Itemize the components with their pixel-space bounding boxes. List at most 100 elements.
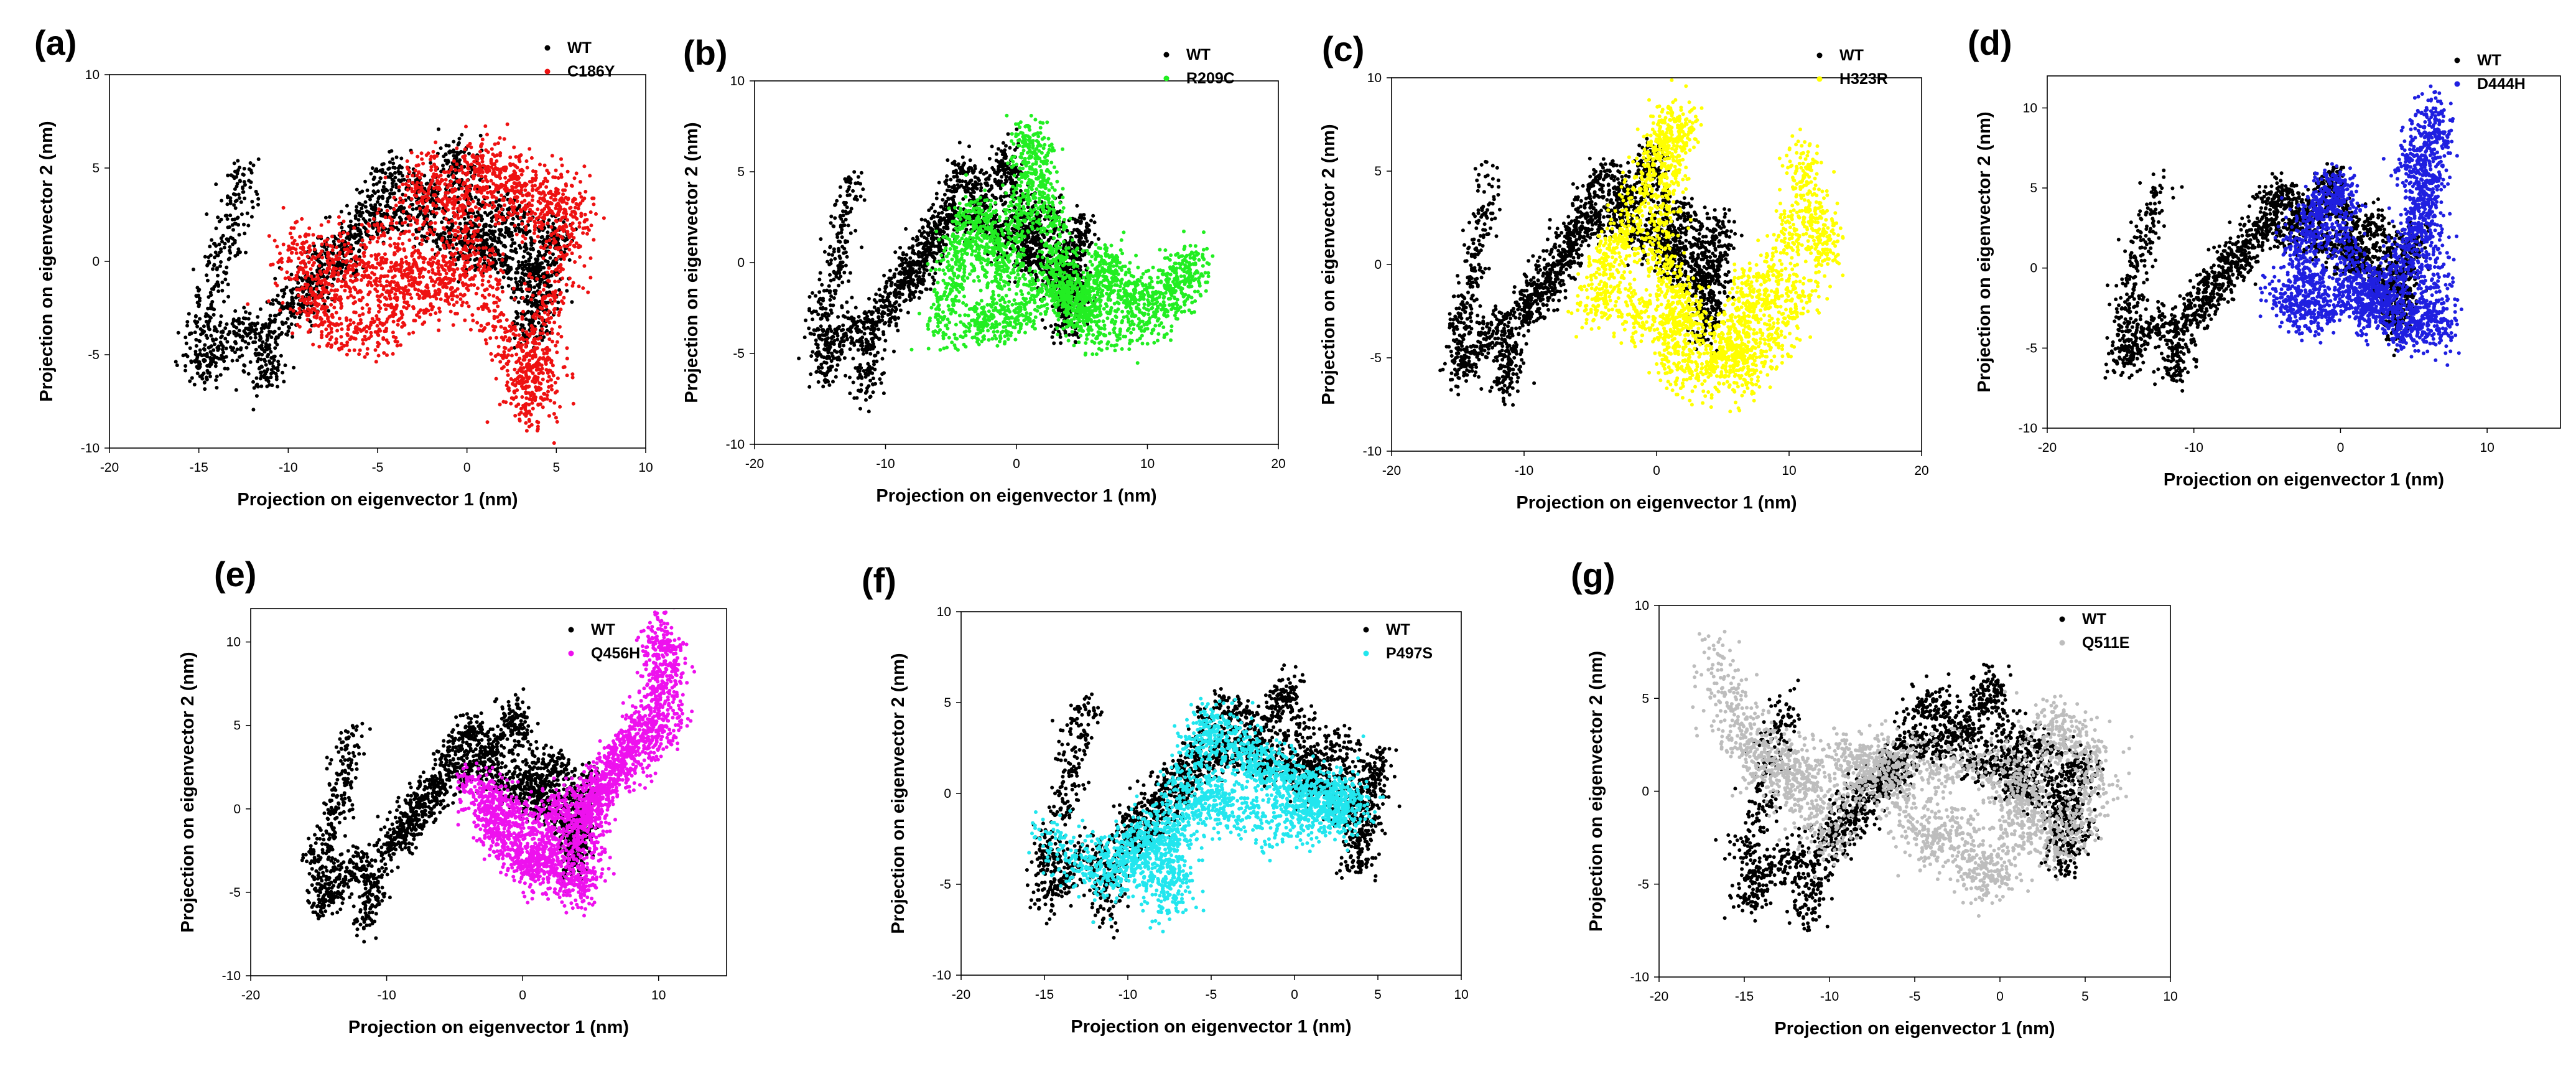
y-tick-label: 5 xyxy=(92,161,100,175)
legend: WT C186Y xyxy=(544,39,615,80)
x-tick-label: -10 xyxy=(876,457,895,471)
x-tick-label: -15 xyxy=(1035,988,1054,1002)
x-tick-label: 10 xyxy=(651,988,666,1003)
legend-marker xyxy=(1816,76,1823,82)
x-axis-title: Projection on eigenvector 1 (nm) xyxy=(348,1017,629,1037)
y-tick-label: -5 xyxy=(229,886,241,900)
legend-marker xyxy=(544,68,551,75)
legend-label: WT xyxy=(1386,621,1410,638)
x-axis-title: Projection on eigenvector 1 (nm) xyxy=(2164,470,2444,490)
series-p497s xyxy=(1027,696,1385,933)
y-axis-title: Projection on eigenvector 2 (nm) xyxy=(37,121,57,401)
y-tick-label: -5 xyxy=(939,877,951,892)
panel-letter: (g) xyxy=(1571,556,1616,595)
legend-marker xyxy=(2059,616,2065,622)
y-axis-title: Projection on eigenvector 2 (nm) xyxy=(178,652,198,932)
legend-label: WT xyxy=(591,621,615,638)
mutant-points xyxy=(455,609,697,918)
y-tick-label: 10 xyxy=(226,635,241,650)
legend-label: WT xyxy=(2477,52,2501,69)
legend-label: C186Y xyxy=(567,63,615,80)
x-tick-label: -5 xyxy=(1909,989,1921,1004)
y-tick-label: -10 xyxy=(1630,970,1649,984)
y-tick-label: 0 xyxy=(2030,261,2037,276)
legend: WT Q456H xyxy=(568,621,640,662)
legend-marker xyxy=(1163,52,1169,58)
x-tick-label: -15 xyxy=(189,461,208,475)
x-tick-label: 10 xyxy=(2163,989,2177,1004)
x-tick-label: 10 xyxy=(2480,441,2494,455)
x-tick-label: -5 xyxy=(372,461,384,475)
wt-points xyxy=(797,127,1100,414)
legend-label: WT xyxy=(567,39,592,57)
legend-marker xyxy=(1363,627,1369,633)
y-tick-label: 0 xyxy=(233,802,241,816)
mutant-points xyxy=(909,113,1215,365)
x-tick-label: 0 xyxy=(2337,441,2345,455)
y-tick-label: 10 xyxy=(730,74,745,88)
mutant-points xyxy=(2258,84,2463,367)
legend: WT H323R xyxy=(1816,47,1888,88)
x-tick-label: -10 xyxy=(377,988,396,1003)
series-c186y xyxy=(246,122,606,445)
series-q456h xyxy=(455,609,697,918)
x-tick-label: -20 xyxy=(1650,989,1668,1004)
legend: WT R209C xyxy=(1163,46,1235,87)
y-tick-label: -5 xyxy=(88,348,100,362)
x-axis-title: Projection on eigenvector 1 (nm) xyxy=(1774,1019,2055,1039)
x-tick-label: 10 xyxy=(1454,988,1468,1002)
mutant-points xyxy=(1027,696,1385,933)
wt-points xyxy=(2103,162,2430,393)
x-tick-label: 0 xyxy=(1291,988,1298,1002)
legend: WT P497S xyxy=(1363,621,1433,662)
x-axis-title: Projection on eigenvector 1 (nm) xyxy=(876,486,1156,506)
y-axis-title: Projection on eigenvector 2 (nm) xyxy=(682,122,702,403)
legend-label: D444H xyxy=(2477,75,2526,93)
x-axis-title: Projection on eigenvector 1 (nm) xyxy=(237,490,518,510)
x-tick-label: 0 xyxy=(1996,989,2004,1004)
legend-label: H323R xyxy=(1839,70,1888,88)
x-tick-label: 0 xyxy=(1013,457,1020,471)
x-tick-label: -10 xyxy=(2185,441,2203,455)
x-tick-label: 10 xyxy=(1782,464,1796,478)
plot-frame xyxy=(109,74,646,449)
x-tick-label: 5 xyxy=(1374,988,1382,1002)
x-tick-label: -10 xyxy=(1118,988,1137,1002)
y-tick-label: 5 xyxy=(233,719,241,733)
y-axis-title: Projection on eigenvector 2 (nm) xyxy=(1319,124,1339,404)
series-d444h xyxy=(2258,84,2463,367)
legend-label: WT xyxy=(2082,610,2106,628)
legend-label: WT xyxy=(1186,46,1211,63)
legend: WT Q511E xyxy=(2059,610,2129,652)
y-tick-label: -10 xyxy=(1363,444,1382,459)
legend-marker xyxy=(1816,52,1823,58)
legend-marker xyxy=(544,45,551,51)
mutant-points xyxy=(246,122,606,445)
y-tick-label: 10 xyxy=(85,68,100,82)
y-tick-label: -10 xyxy=(726,437,745,452)
mutant-points xyxy=(1566,78,1845,414)
series-wt xyxy=(1714,662,2105,933)
y-tick-label: 0 xyxy=(1374,258,1382,272)
x-tick-label: 0 xyxy=(519,988,526,1003)
x-tick-label: -15 xyxy=(1735,989,1754,1004)
x-tick-label: -5 xyxy=(1206,988,1217,1002)
plot-frame xyxy=(2047,75,2561,429)
y-tick-label: 5 xyxy=(1374,164,1382,179)
series-h323r xyxy=(1566,78,1845,414)
y-tick-label: -5 xyxy=(1370,351,1382,365)
x-axis-title: Projection on eigenvector 1 (nm) xyxy=(1071,1017,1351,1037)
y-tick-label: 0 xyxy=(737,256,745,270)
wt-points xyxy=(300,687,607,944)
legend-marker xyxy=(1363,650,1369,657)
series-r209c xyxy=(909,113,1215,365)
x-tick-label: -20 xyxy=(100,461,119,475)
wt-points xyxy=(174,127,578,412)
panel-letter: (e) xyxy=(214,554,256,594)
series-q511e xyxy=(1691,630,2134,918)
x-tick-label: 0 xyxy=(1653,464,1660,478)
series-wt xyxy=(300,687,607,944)
y-tick-label: 10 xyxy=(937,605,951,619)
x-tick-label: -10 xyxy=(279,461,297,475)
